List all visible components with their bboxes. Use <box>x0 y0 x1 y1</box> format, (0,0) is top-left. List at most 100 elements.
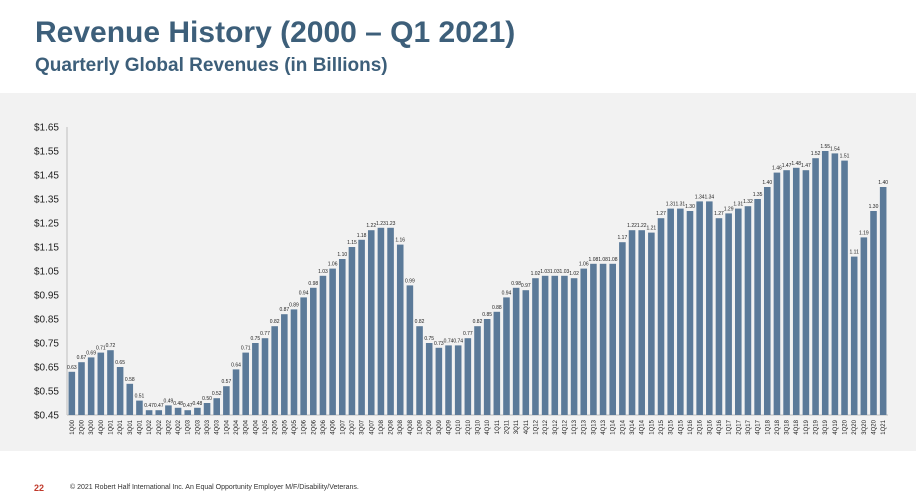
x-tick-label: 2Q15 <box>659 419 665 434</box>
x-tick-label: 3Q13 <box>591 419 597 434</box>
copyright-notice: © 2021 Robert Half International Inc. An… <box>70 484 359 491</box>
data-label: 0.57 <box>222 379 232 385</box>
bar <box>619 242 626 415</box>
x-tick-label: 1Q14 <box>611 419 617 434</box>
bar <box>532 278 539 415</box>
x-tick-label: 3Q02 <box>166 419 172 434</box>
bar <box>512 287 520 415</box>
x-tick-label: 3Q12 <box>553 419 559 434</box>
data-label: 0.64 <box>231 362 241 368</box>
data-label: 1.23 <box>376 221 386 227</box>
data-label: 0.82 <box>473 319 483 325</box>
bar <box>667 208 674 415</box>
bar <box>879 187 887 415</box>
x-tick-label: 2Q14 <box>620 419 626 434</box>
data-label: 0.87 <box>279 307 289 313</box>
y-tick-label: $0.45 <box>34 411 59 422</box>
data-label: 0.48 <box>193 401 203 407</box>
data-label: 0.67 <box>77 355 87 361</box>
data-label: 1.08 <box>589 257 599 263</box>
x-tick-label: 1Q17 <box>727 419 733 434</box>
data-label: 0.97 <box>521 283 531 289</box>
data-label: 1.31 <box>675 202 685 208</box>
x-tick-label: 2Q12 <box>543 419 549 434</box>
x-tick-label: 2Q18 <box>775 419 781 434</box>
bar <box>870 211 877 415</box>
bar <box>483 319 491 415</box>
bar <box>570 278 578 415</box>
bar <box>145 410 153 415</box>
bar <box>271 326 278 415</box>
x-tick-label: 4Q20 <box>872 419 878 434</box>
bar <box>783 170 790 415</box>
data-label: 1.31 <box>666 202 676 208</box>
x-tick-label: 4Q00 <box>99 419 105 434</box>
x-tick-label: 2Q06 <box>311 419 317 434</box>
data-label: 0.74 <box>453 338 463 344</box>
y-tick-label: $0.55 <box>34 387 59 398</box>
data-label: 1.30 <box>685 204 695 210</box>
bar <box>445 345 452 415</box>
x-tick-label: 4Q05 <box>292 419 298 434</box>
data-label: 0.50 <box>202 396 212 402</box>
x-tick-label: 1Q08 <box>379 419 385 434</box>
data-label: 1.54 <box>830 146 840 152</box>
bar <box>657 218 665 415</box>
x-tick-label: 3Q18 <box>785 419 791 434</box>
y-tick-label: $0.75 <box>34 339 59 350</box>
data-label: 1.15 <box>347 240 357 246</box>
data-label: 0.69 <box>86 350 96 356</box>
data-label: 1.22 <box>627 223 637 229</box>
x-tick-label: 2Q20 <box>852 419 858 434</box>
x-tick-label: 3Q20 <box>862 419 868 434</box>
page-subtitle: Quarterly Global Revenues (in Billions) <box>35 55 388 76</box>
data-label: 0.73 <box>434 341 444 347</box>
x-tick-label: 1Q09 <box>418 419 424 434</box>
bar <box>223 386 230 415</box>
x-tick-label: 3Q08 <box>398 419 404 434</box>
bar <box>686 211 694 415</box>
data-label: 1.40 <box>878 180 888 186</box>
x-tick-label: 1Q21 <box>881 419 887 434</box>
data-label: 0.48 <box>173 401 183 407</box>
data-label: 1.47 <box>782 163 792 169</box>
data-label: 1.08 <box>608 257 618 263</box>
bar <box>725 213 732 415</box>
x-tick-label: 2Q16 <box>698 419 704 434</box>
x-tick-label: 1Q05 <box>263 419 269 434</box>
bar <box>242 352 249 415</box>
data-label: 1.23 <box>386 221 396 227</box>
bar <box>300 297 307 415</box>
data-label: 0.85 <box>482 312 492 318</box>
data-label: 0.77 <box>260 331 270 337</box>
bar <box>252 343 259 415</box>
x-tick-label: 1Q12 <box>533 419 539 434</box>
bar <box>281 314 288 415</box>
data-label: 0.71 <box>241 346 251 352</box>
x-tick-label: 4Q10 <box>485 419 491 434</box>
data-label: 1.03 <box>540 269 550 275</box>
bar <box>841 160 848 415</box>
x-tick-label: 4Q07 <box>369 419 375 434</box>
data-label: 1.34 <box>695 194 705 200</box>
data-label: 0.99 <box>405 278 415 284</box>
y-tick-label: $0.95 <box>34 291 59 302</box>
data-label: 0.74 <box>444 338 454 344</box>
x-tick-label: 2Q17 <box>736 419 742 434</box>
x-tick-label: 1Q00 <box>70 419 76 434</box>
data-label: 1.08 <box>598 257 608 263</box>
bar <box>580 268 588 415</box>
revenue-bar-chart: $0.45 $0.55 $0.65 $0.75 $0.85 $0.95 $1.05 $1.15… <box>34 123 888 435</box>
bar <box>792 167 800 415</box>
x-tick-label: 2Q00 <box>79 419 85 434</box>
x-tick-label: 2Q07 <box>350 419 356 434</box>
data-label: 1.29 <box>724 206 734 212</box>
bar <box>628 230 636 415</box>
data-label: 1.51 <box>840 154 850 160</box>
bar <box>435 347 443 415</box>
data-label: 1.32 <box>743 199 753 205</box>
x-tick-label: 3Q04 <box>244 419 250 434</box>
page-title: Revenue History (2000 – Q1 2021) <box>35 16 516 49</box>
data-label: 1.34 <box>704 194 714 200</box>
data-label: 1.40 <box>762 180 772 186</box>
